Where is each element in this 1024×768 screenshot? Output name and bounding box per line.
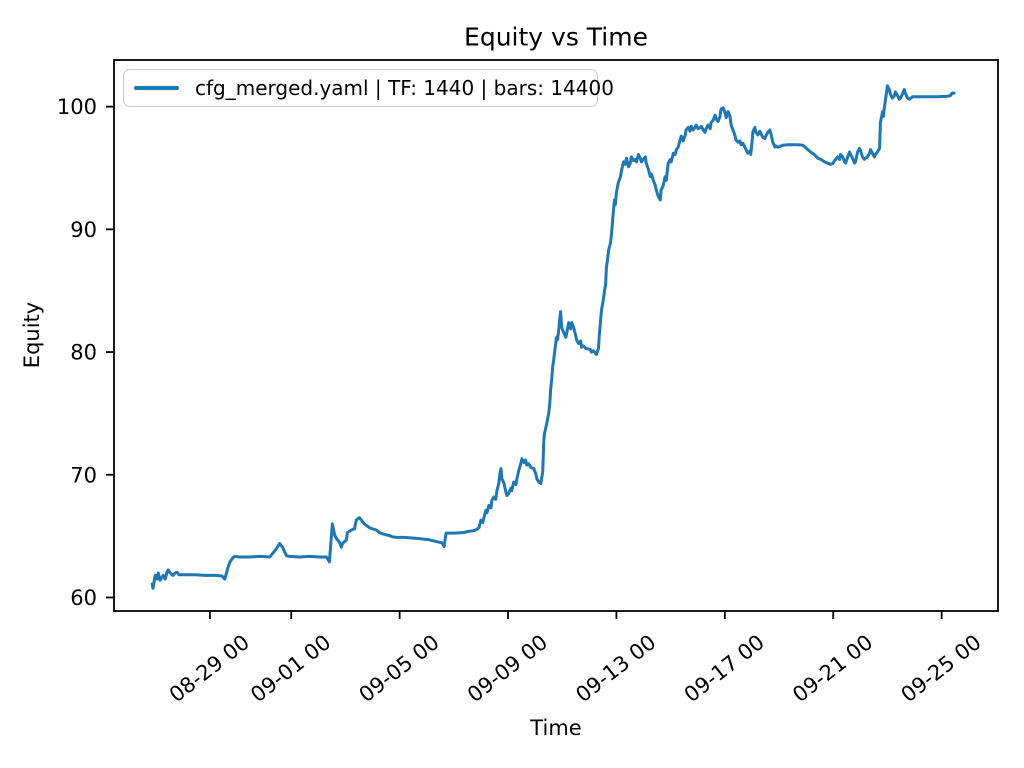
axes-spines (113, 59, 999, 612)
legend: cfg_merged.yaml | TF: 1440 | bars: 14400 (123, 69, 614, 107)
plot-border (113, 59, 999, 612)
x-tick-label: 09-13 00 (571, 630, 660, 707)
y-axis-ticks: 60 70 80 90 100 (57, 95, 114, 610)
y-tick-label: 60 (70, 586, 97, 610)
x-axis-label: Time (530, 716, 582, 740)
y-tick-label: 100 (57, 95, 97, 119)
x-tick-label: 09-01 00 (246, 630, 335, 707)
equity-line (150, 84, 956, 590)
x-tick-label: 09-05 00 (355, 630, 444, 707)
legend-label: cfg_merged.yaml | TF: 1440 | bars: 14400 (195, 76, 614, 100)
x-tick-label: 08-29 00 (165, 630, 254, 707)
y-tick-label: 70 (70, 463, 97, 487)
x-tick-label: 09-21 00 (788, 630, 877, 707)
legend-line-swatch (134, 86, 179, 90)
y-tick-label: 90 (70, 218, 97, 242)
chart-title: Equity vs Time (464, 22, 648, 52)
y-tick-label: 80 (70, 341, 97, 365)
x-tick-label: 09-25 00 (897, 630, 986, 707)
x-tick-label: 09-09 00 (463, 630, 552, 707)
x-tick-label: 09-17 00 (680, 630, 769, 707)
